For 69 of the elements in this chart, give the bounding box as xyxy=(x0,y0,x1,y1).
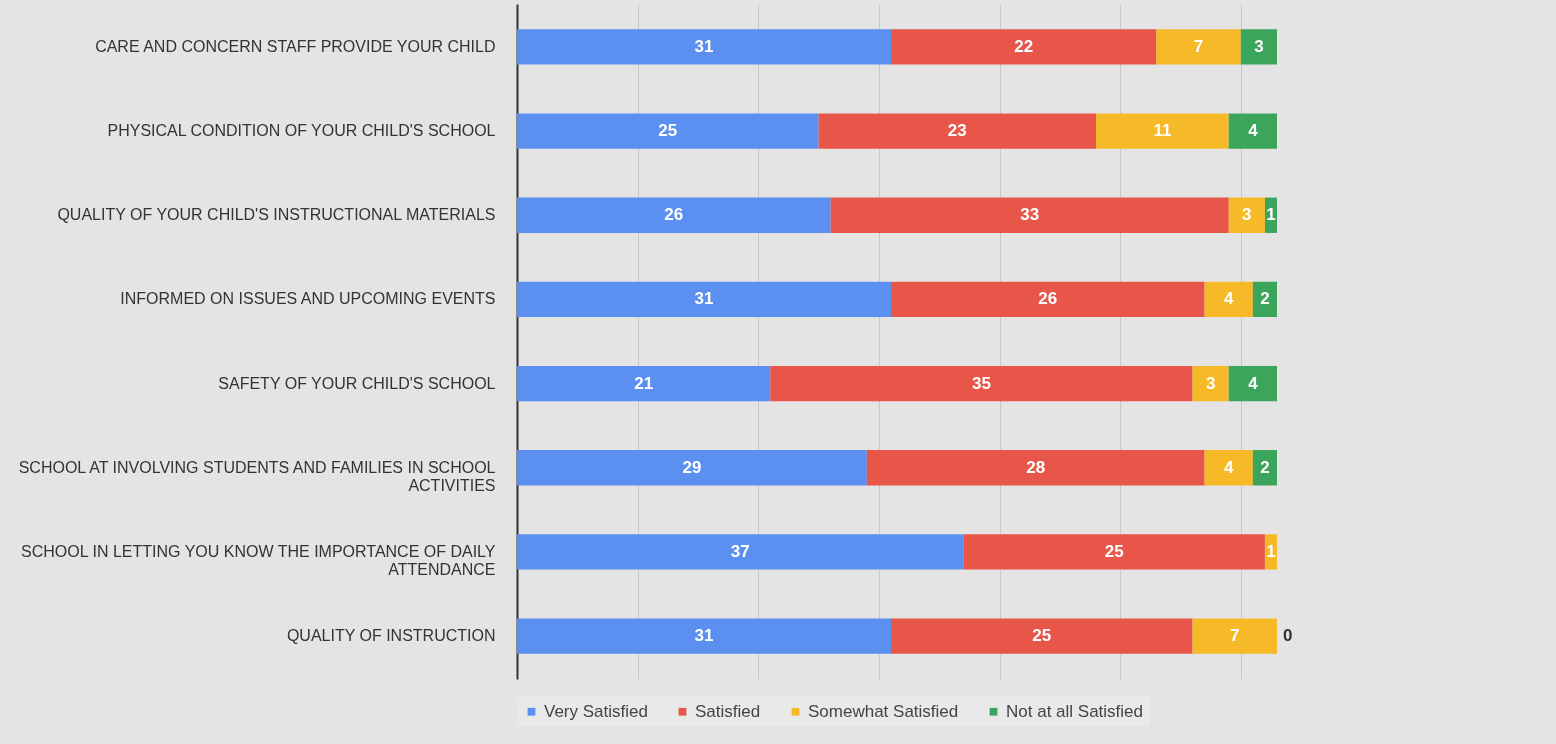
data-label: 7 xyxy=(1193,36,1204,56)
legend-label: Very Satisfied xyxy=(544,701,648,721)
data-label: 35 xyxy=(971,373,991,393)
y-tick-label: SCHOOL AT INVOLVING STUDENTS AND FAMILIES IN SCHOOL ACTIVITIES xyxy=(18,458,496,494)
data-label: 26 xyxy=(1038,289,1058,309)
y-tick-label: SCHOOL IN LETTING YOU KNOW THE IMPORTANCE OF DAILY ATTENDANCE xyxy=(21,542,496,578)
data-label: 3 xyxy=(1242,205,1252,225)
y-tick-label: QUALITY OF INSTRUCTION xyxy=(286,627,496,645)
y-tick-label: CARE AND CONCERN STAFF PROVIDE YOUR CHILD xyxy=(95,37,496,55)
bar xyxy=(818,113,1097,149)
y-tick-label: INFORMED ON ISSUES AND UPCOMING EVENTS xyxy=(120,290,496,308)
bar xyxy=(517,197,831,233)
data-label: 4 xyxy=(1248,373,1259,393)
data-label: 25 xyxy=(658,121,678,141)
legend-label: Somewhat Satisfied xyxy=(808,701,959,721)
y-tick-label: PHYSICAL CONDITION OF YOUR CHILD'S SCHOOL xyxy=(107,122,496,140)
data-label: 21 xyxy=(634,373,654,393)
bar xyxy=(517,113,819,149)
data-label: 4 xyxy=(1248,121,1259,141)
bar xyxy=(890,281,1205,318)
bar xyxy=(1204,281,1253,318)
bar xyxy=(866,450,1205,486)
bar xyxy=(517,618,891,654)
data-label: 37 xyxy=(730,541,750,561)
data-label: 31 xyxy=(694,36,714,56)
data-label: 22 xyxy=(1014,36,1034,56)
data-label: 29 xyxy=(682,457,702,477)
bar xyxy=(770,365,1193,402)
data-label: 26 xyxy=(664,205,684,225)
data-label: 23 xyxy=(947,121,967,141)
data-label: 2 xyxy=(1260,457,1270,477)
data-label: 4 xyxy=(1224,457,1235,477)
bar xyxy=(517,534,964,570)
bar xyxy=(517,450,867,486)
y-tick-label: QUALITY OF YOUR CHILD'S INSTRUCTIONAL MATERIALS xyxy=(57,206,496,224)
bar xyxy=(517,281,891,318)
bar xyxy=(1228,365,1277,402)
bar xyxy=(1204,450,1253,486)
data-label: 7 xyxy=(1230,626,1240,646)
bar xyxy=(830,197,1229,233)
data-label: 25 xyxy=(1032,626,1052,646)
bar xyxy=(1240,29,1277,65)
bar xyxy=(1192,618,1277,654)
bar xyxy=(517,29,891,65)
bar xyxy=(1192,365,1229,402)
data-label: 25 xyxy=(1104,541,1124,561)
bar xyxy=(1228,113,1277,149)
data-label: 2 xyxy=(1260,289,1270,309)
data-label: 28 xyxy=(1026,457,1046,477)
legend-label: Satisfied xyxy=(695,701,761,721)
legend-label: Not at all Satisfied xyxy=(1006,701,1144,721)
data-label: 3 xyxy=(1205,373,1216,393)
bar xyxy=(1096,113,1229,149)
data-label: 3 xyxy=(1254,36,1264,56)
bar xyxy=(1228,197,1265,233)
data-label: 31 xyxy=(694,289,714,309)
bar xyxy=(890,29,1157,65)
y-tick-label: SAFETY OF YOUR CHILD'S SCHOOL xyxy=(218,374,496,392)
bar xyxy=(517,365,771,402)
bar xyxy=(1156,29,1241,65)
data-label: 1 xyxy=(1266,541,1276,561)
data-label: 1 xyxy=(1266,205,1276,225)
data-label: 31 xyxy=(694,626,714,646)
data-label: 4 xyxy=(1224,289,1235,309)
bar xyxy=(963,534,1265,570)
data-label: 33 xyxy=(1020,205,1040,225)
bar xyxy=(890,618,1193,654)
data-label: 0 xyxy=(1283,626,1293,646)
data-label: 11 xyxy=(1153,121,1172,141)
